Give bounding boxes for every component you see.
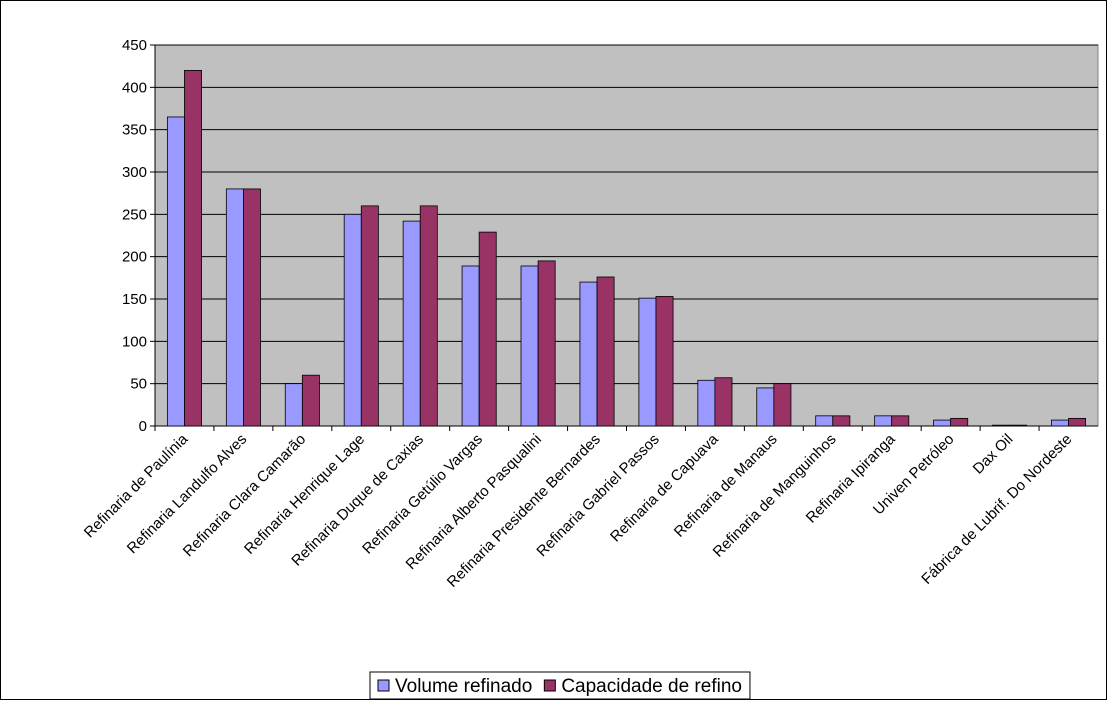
bar <box>874 415 893 427</box>
bar <box>756 387 775 427</box>
bar <box>596 276 615 427</box>
legend-swatch <box>543 679 556 692</box>
bar <box>461 265 480 427</box>
bar <box>419 205 438 427</box>
bar <box>360 205 379 427</box>
y-tick-label: 250 <box>122 206 147 223</box>
bar <box>1051 419 1069 427</box>
y-tick-label: 0 <box>139 418 147 435</box>
legend-swatch <box>377 679 390 692</box>
bar <box>184 70 202 427</box>
y-tick-label: 150 <box>122 291 147 308</box>
bar <box>301 374 320 427</box>
bar <box>773 383 792 427</box>
bar <box>478 231 497 427</box>
y-tick-label: 100 <box>122 333 147 350</box>
plot-area <box>154 44 1099 427</box>
legend-label: Capacidade de refino <box>561 676 742 697</box>
bar <box>950 417 969 427</box>
bar <box>992 424 1010 427</box>
bar <box>815 415 834 427</box>
bar <box>537 260 556 427</box>
bar <box>1009 424 1028 427</box>
y-tick-label: 300 <box>122 164 147 181</box>
bar <box>243 188 261 427</box>
bar <box>579 281 598 427</box>
bar <box>225 188 244 427</box>
y-tick-label: 200 <box>122 249 147 266</box>
bar <box>655 296 674 427</box>
bar <box>520 265 539 427</box>
bar <box>638 297 657 427</box>
bar <box>714 377 733 427</box>
bar <box>832 415 851 427</box>
bar <box>933 419 952 427</box>
y-tick-label: 400 <box>122 79 147 96</box>
bar <box>284 383 303 427</box>
legend <box>369 671 751 700</box>
y-tick-label: 350 <box>122 122 147 139</box>
y-tick-label: 50 <box>130 376 147 393</box>
bar <box>402 220 421 427</box>
bar <box>697 379 716 427</box>
y-tick-label: 450 <box>122 37 147 54</box>
bar <box>166 116 185 427</box>
bar <box>1068 417 1087 427</box>
bar <box>343 213 362 427</box>
legend-label: Volume refinado <box>395 676 532 697</box>
bar <box>891 415 910 427</box>
